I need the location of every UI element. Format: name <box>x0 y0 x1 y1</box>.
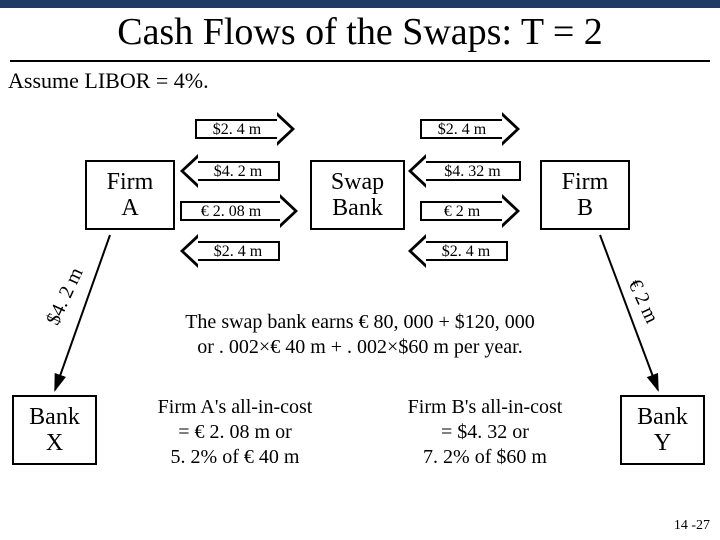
cost-a-l2: = € 2. 08 m or <box>178 421 292 443</box>
top-bar <box>0 0 720 8</box>
cost-a: Firm A's all-in-cost = € 2. 08 m or 5. 2… <box>115 395 355 470</box>
bank-y-box: Bank Y <box>620 395 705 465</box>
bank-x-box: Bank X <box>12 395 97 465</box>
arrow-swap-to-a-bottom-label: $2. 4 m <box>198 241 280 261</box>
cost-b: Firm B's all-in-cost = $4. 32 or 7. 2% o… <box>365 395 605 470</box>
earnings-text: The swap bank earns € 80, 000 + $120, 00… <box>120 310 600 360</box>
slide-number: 14 -27 <box>674 518 710 534</box>
diagonal-b-label: € 2 m <box>623 276 663 327</box>
bank-y-line1: Bank <box>637 404 688 430</box>
bank-y-line2: Y <box>654 430 671 456</box>
page-title: Cash Flows of the Swaps: T = 2 <box>0 10 720 54</box>
firm-b-line2: B <box>577 195 593 221</box>
bank-x-line2: X <box>46 430 63 456</box>
swap-bank-box: Swap Bank <box>310 160 405 230</box>
cost-a-l3: 5. 2% of € 40 m <box>171 446 300 468</box>
cost-b-l3: 7. 2% of $60 m <box>423 446 547 468</box>
cost-b-l1: Firm B's all-in-cost <box>408 396 563 418</box>
arrow-swap-to-b-top-label: $2. 4 m <box>420 119 502 139</box>
firm-a-line2: A <box>121 195 138 221</box>
arrow-b-to-swap-bottom-label: $2. 4 m <box>426 241 508 261</box>
assume-text: Assume LIBOR = 4%. <box>8 68 209 94</box>
firm-a-line1: Firm <box>107 169 154 195</box>
swap-bank-line1: Swap <box>331 169 384 195</box>
arrow-a-to-swap-euro-label: € 2. 08 m <box>180 201 280 221</box>
cost-b-l2: = $4. 32 or <box>441 421 529 443</box>
firm-b-line1: Firm <box>562 169 609 195</box>
arrow-b-to-swap-dollar-label: $4. 32 m <box>426 161 521 181</box>
firm-a-box: Firm A <box>85 160 175 230</box>
earnings-line2: or . 002×€ 40 m + . 002×$60 m per year. <box>197 336 522 358</box>
swap-bank-line2: Bank <box>332 195 383 221</box>
arrow-a-to-swap-top-label: $2. 4 m <box>195 119 277 139</box>
bank-x-line1: Bank <box>29 404 80 430</box>
arrow-swap-to-b-euro-label: € 2 m <box>420 201 502 221</box>
cost-a-l1: Firm A's all-in-cost <box>158 396 313 418</box>
firm-b-box: Firm B <box>540 160 630 230</box>
title-underline <box>10 60 710 62</box>
arrow-swap-to-a-dollar-label: $4. 2 m <box>198 161 280 181</box>
diagonal-a-label: $4. 2 m <box>42 264 88 329</box>
earnings-line1: The swap bank earns € 80, 000 + $120, 00… <box>185 311 535 333</box>
